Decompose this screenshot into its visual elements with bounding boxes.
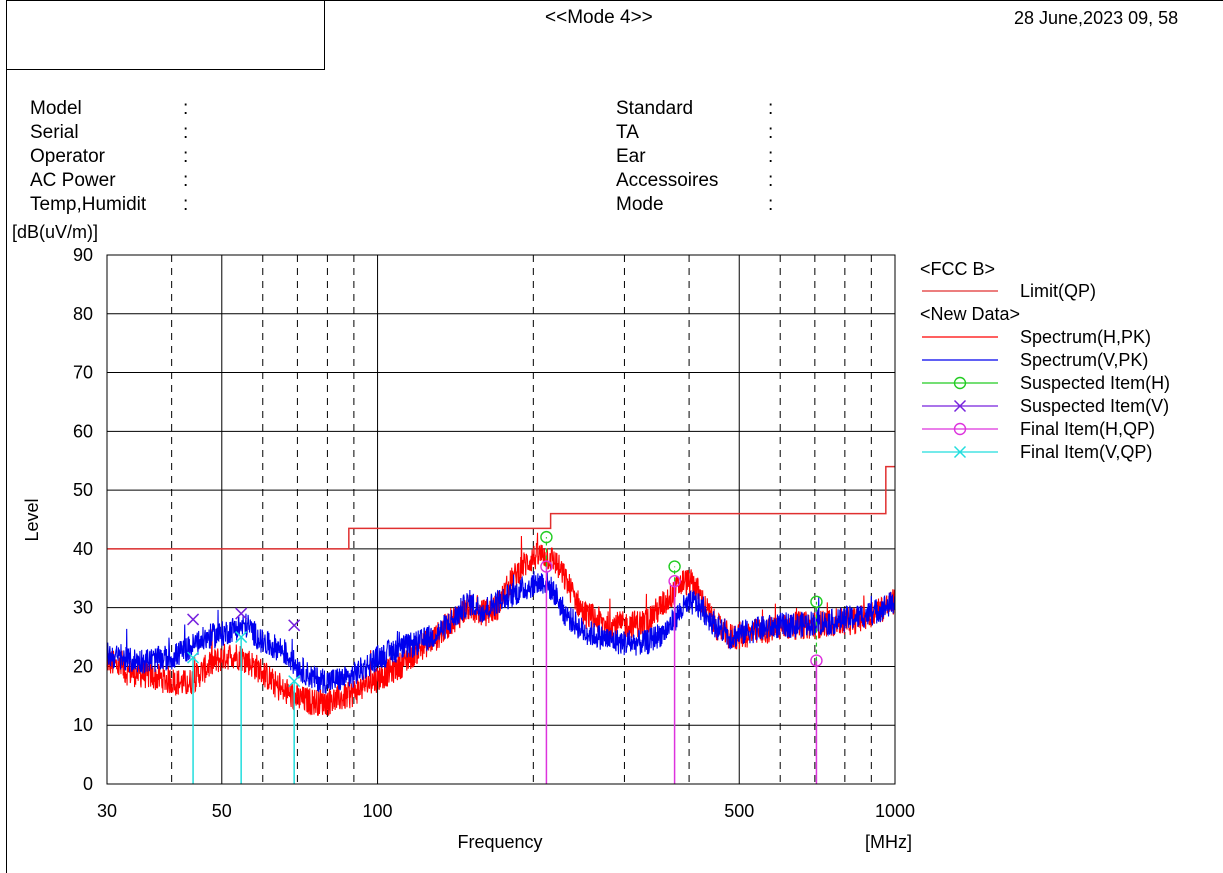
info-ear-label: Ear bbox=[616, 146, 646, 167]
x-tick-500: 500 bbox=[724, 801, 754, 821]
info-ta-sep: : bbox=[768, 122, 774, 143]
legend-susp-h-label: Suspected Item(H) bbox=[1020, 373, 1170, 393]
suspected-v-point-0 bbox=[187, 613, 200, 626]
y-tick-80: 80 bbox=[73, 304, 93, 324]
limit-qp-line bbox=[107, 465, 895, 550]
header-blank-box bbox=[6, 0, 325, 70]
info-model-label: Model bbox=[30, 98, 82, 119]
mode-title: <<Mode 4>> bbox=[545, 7, 653, 28]
legend-susp-v-marker-b bbox=[953, 399, 967, 413]
info-mode-label: Mode bbox=[616, 194, 664, 215]
y-tick-60: 60 bbox=[73, 421, 93, 441]
legend: <FCC B> Limit(QP) <New Data> Spectrum(H,… bbox=[920, 259, 1170, 462]
info-standard-sep: : bbox=[768, 98, 774, 119]
legend-data-group: <New Data> bbox=[920, 304, 1020, 324]
suspected-h-point-0 bbox=[540, 530, 553, 544]
tick-labels: 0 10 20 30 40 50 60 70 80 90 30 50 100 500 1000 bbox=[73, 245, 915, 821]
info-accessoires-sep: : bbox=[768, 170, 774, 191]
info-serial-label: Serial bbox=[30, 122, 79, 143]
legend-spec-h-label: Spectrum(H,PK) bbox=[1020, 327, 1151, 347]
report-datetime: 28 June,2023 09, 58 bbox=[1014, 8, 1179, 28]
frame-left-border bbox=[6, 0, 7, 873]
suspected-v-point-1 bbox=[235, 607, 248, 620]
info-accessoires-label: Accessoires bbox=[616, 170, 719, 191]
frame-top-border bbox=[6, 0, 1223, 1]
legend-susp-v-marker bbox=[953, 399, 967, 413]
y-tick-20: 20 bbox=[73, 656, 93, 676]
suspected-v-point-0-b bbox=[187, 613, 200, 626]
legend-final-v-label: Final Item(V,QP) bbox=[1020, 442, 1152, 462]
info-serial-sep: : bbox=[183, 122, 189, 143]
x-axis-label: Frequency bbox=[457, 832, 542, 852]
y-tick-70: 70 bbox=[73, 363, 93, 383]
y-unit-label: [dB(uV/m)] bbox=[12, 222, 98, 242]
legend-limit-label: Limit(QP) bbox=[1020, 281, 1096, 301]
suspected-v-point-1-b bbox=[235, 607, 248, 620]
spectrum-v-pk-line bbox=[106, 571, 896, 694]
suspected-h-point-1 bbox=[668, 560, 681, 573]
final-v-point-2-b bbox=[288, 675, 301, 688]
final-v-point-0-b bbox=[187, 651, 200, 664]
legend-susp-v-label: Suspected Item(V) bbox=[1020, 396, 1169, 416]
final-v-point-0 bbox=[187, 651, 200, 664]
legend-final-h-marker bbox=[953, 422, 967, 436]
legend-final-v-marker-b bbox=[953, 445, 967, 459]
suspected-v-point-2-b bbox=[288, 619, 301, 632]
marker-layer bbox=[187, 530, 823, 784]
y-axis-label: Level bbox=[22, 498, 42, 541]
legend-spec-v-label: Spectrum(V,PK) bbox=[1020, 350, 1148, 370]
suspected-v-point-2 bbox=[288, 619, 301, 632]
legend-final-h-label: Final Item(H,QP) bbox=[1020, 419, 1155, 439]
info-operator-sep: : bbox=[183, 146, 189, 167]
final-h-point-2 bbox=[810, 654, 823, 667]
info-ear-sep: : bbox=[768, 146, 774, 167]
final-v-point-2 bbox=[288, 675, 301, 688]
y-tick-30: 30 bbox=[73, 598, 93, 618]
y-tick-40: 40 bbox=[73, 539, 93, 559]
info-ac-power-label: AC Power bbox=[30, 170, 116, 191]
info-ta-label: TA bbox=[616, 122, 639, 143]
limit-layer bbox=[107, 465, 895, 550]
y-tick-50: 50 bbox=[73, 480, 93, 500]
x-tick-50: 50 bbox=[212, 801, 232, 821]
info-model-sep: : bbox=[183, 98, 189, 119]
grid bbox=[107, 255, 895, 784]
info-operator-label: Operator bbox=[30, 146, 105, 167]
final-h-point-0 bbox=[540, 560, 553, 573]
info-temp-humidity-label: Temp,Humidit bbox=[30, 194, 147, 215]
x-tick-100: 100 bbox=[363, 801, 393, 821]
info-standard-label: Standard bbox=[616, 98, 694, 119]
final-v-point-1-b bbox=[235, 631, 248, 644]
x-unit-label: [MHz] bbox=[865, 832, 912, 852]
legend-final-v-marker bbox=[953, 445, 967, 459]
final-v-point-1 bbox=[235, 631, 248, 644]
info-temp-humidity-sep: : bbox=[183, 194, 189, 215]
y-tick-10: 10 bbox=[73, 715, 93, 735]
final-h-point-1 bbox=[668, 575, 681, 588]
info-ac-power-sep: : bbox=[183, 170, 189, 191]
spectrum-v-layer bbox=[106, 571, 896, 694]
y-tick-0: 0 bbox=[83, 774, 93, 794]
info-mode-sep: : bbox=[768, 194, 774, 215]
suspected-h-point-2 bbox=[810, 595, 823, 608]
x-tick-30: 30 bbox=[97, 801, 117, 821]
plot-frame bbox=[106, 254, 896, 785]
legend-limit-group: <FCC B> bbox=[920, 259, 995, 279]
y-tick-90: 90 bbox=[73, 245, 93, 265]
legend-susp-h-marker bbox=[953, 376, 967, 390]
x-tick-1000: 1000 bbox=[875, 801, 915, 821]
